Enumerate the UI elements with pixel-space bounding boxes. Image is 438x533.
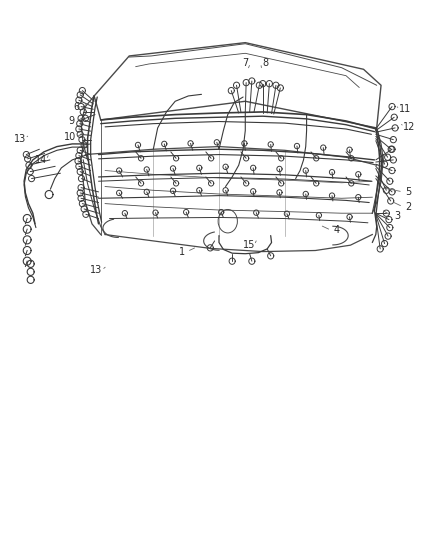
Text: 2: 2 bbox=[405, 202, 411, 212]
Text: 9: 9 bbox=[68, 116, 74, 126]
Text: 13: 13 bbox=[14, 134, 26, 143]
Text: 5: 5 bbox=[405, 187, 411, 197]
Text: 6: 6 bbox=[74, 102, 80, 111]
Text: 10: 10 bbox=[64, 132, 76, 142]
Text: 12: 12 bbox=[403, 122, 416, 132]
Text: 14: 14 bbox=[35, 155, 47, 165]
Text: 1: 1 bbox=[179, 247, 185, 256]
Text: 13: 13 bbox=[90, 265, 102, 275]
Text: 15: 15 bbox=[243, 240, 255, 250]
Text: 7: 7 bbox=[242, 58, 248, 68]
Text: 3: 3 bbox=[394, 211, 400, 221]
Text: 4: 4 bbox=[333, 225, 339, 235]
Text: 8: 8 bbox=[263, 58, 269, 68]
Text: 11: 11 bbox=[399, 104, 411, 114]
